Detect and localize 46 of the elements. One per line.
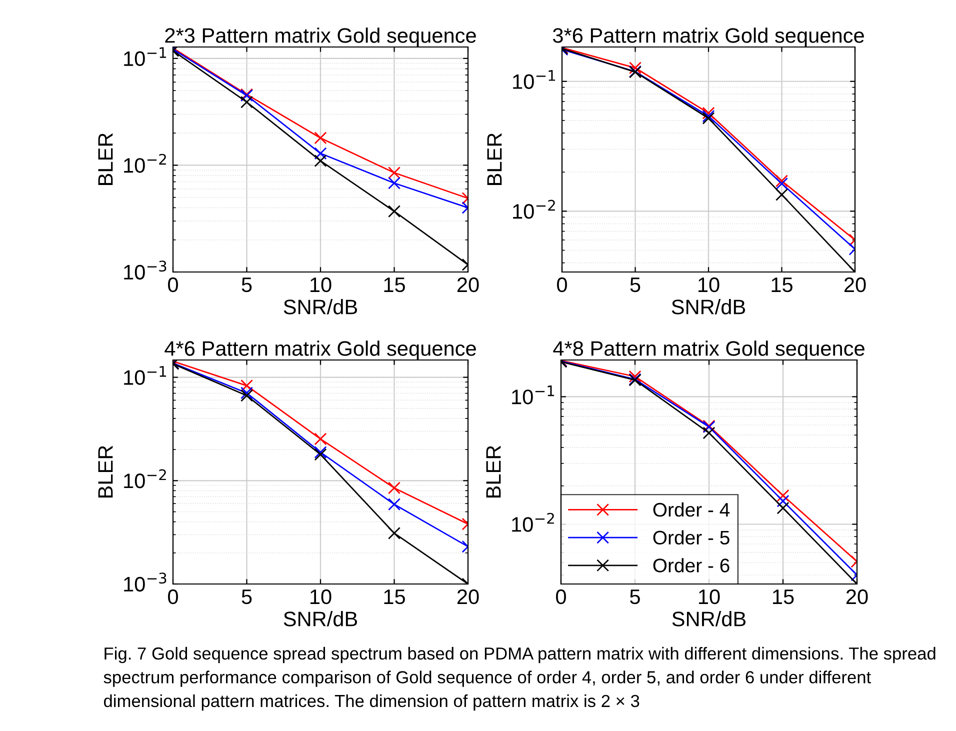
y-axis-title: BLER [98,446,113,498]
x-tick-label: 15 [384,278,405,292]
legend-label: Order - 5 [653,530,730,545]
legend-label: Order - 6 [653,558,730,572]
y-tick-label: 10$^{−1}$ [124,47,166,66]
x-tick-label: 0 [556,589,566,604]
x-tick-label: 0 [557,277,567,292]
y-axis-title: BLER [98,133,113,186]
x-tick-label: 20 [844,277,866,292]
x-tick-label: 5 [630,590,640,604]
x-axis-title: SNR/dB [672,611,746,626]
y-tick-label: 10$^{−3}$ [124,260,166,280]
x-tick-label: 5 [242,590,252,604]
caption: Fig. 7 Gold sequence spread spectrum based on PDMA pattern matrix with different dimensions. The spread spectrum performance comparison of Gold sequence of order 4, order 5, and order 6 under different dimensional pattern matrices. The dimension of pattern matrix is 2 × 3 [104,646,936,711]
x-tick-label: 10 [699,589,720,604]
chart-title: 4*8 Pattern matrix Gold sequence [553,340,864,360]
x-tick-label: 20 [846,589,868,604]
legend-label: Order - 4 [653,502,730,517]
y-tick-label: 10$^{−2}$ [513,200,555,219]
x-axis-title: SNR/dB [672,299,746,314]
chart-title: 4*6 Pattern matrix Gold sequence [164,340,476,360]
y-tick-label: 10$^{−3}$ [124,572,166,592]
y-tick-label: 10$^{−1}$ [513,70,556,89]
y-tick-label: 10$^{−1}$ [512,386,554,404]
x-tick-label: 15 [773,590,794,604]
y-axis-title: BLER [487,133,502,186]
x-tick-label: 10 [310,589,332,604]
x-tick-label: 10 [310,277,332,292]
x-tick-label: 5 [242,278,252,292]
y-axis-title: BLER [486,446,501,498]
x-tick-label: 15 [384,590,405,604]
x-tick-label: 0 [168,277,178,292]
y-tick-label: 10$^{−1}$ [124,366,166,385]
x-tick-label: 15 [772,278,792,292]
x-tick-label: 20 [457,277,479,292]
y-tick-label: 10$^{−2}$ [512,512,554,532]
chart-title: 3*6 Pattern matrix Gold sequence [552,28,864,47]
x-tick-label: 5 [630,278,640,292]
x-tick-label: 0 [168,589,178,604]
x-tick-label: 10 [698,277,720,292]
x-axis-title: SNR/dB [284,299,358,314]
y-tick-label: 10$^{−2}$ [124,154,166,173]
x-axis-title: SNR/dB [284,611,358,626]
chart-title: 2*3 Pattern matrix Gold sequence [165,28,476,47]
x-tick-label: 20 [457,589,479,604]
y-tick-label: 10$^{−2}$ [124,469,166,488]
